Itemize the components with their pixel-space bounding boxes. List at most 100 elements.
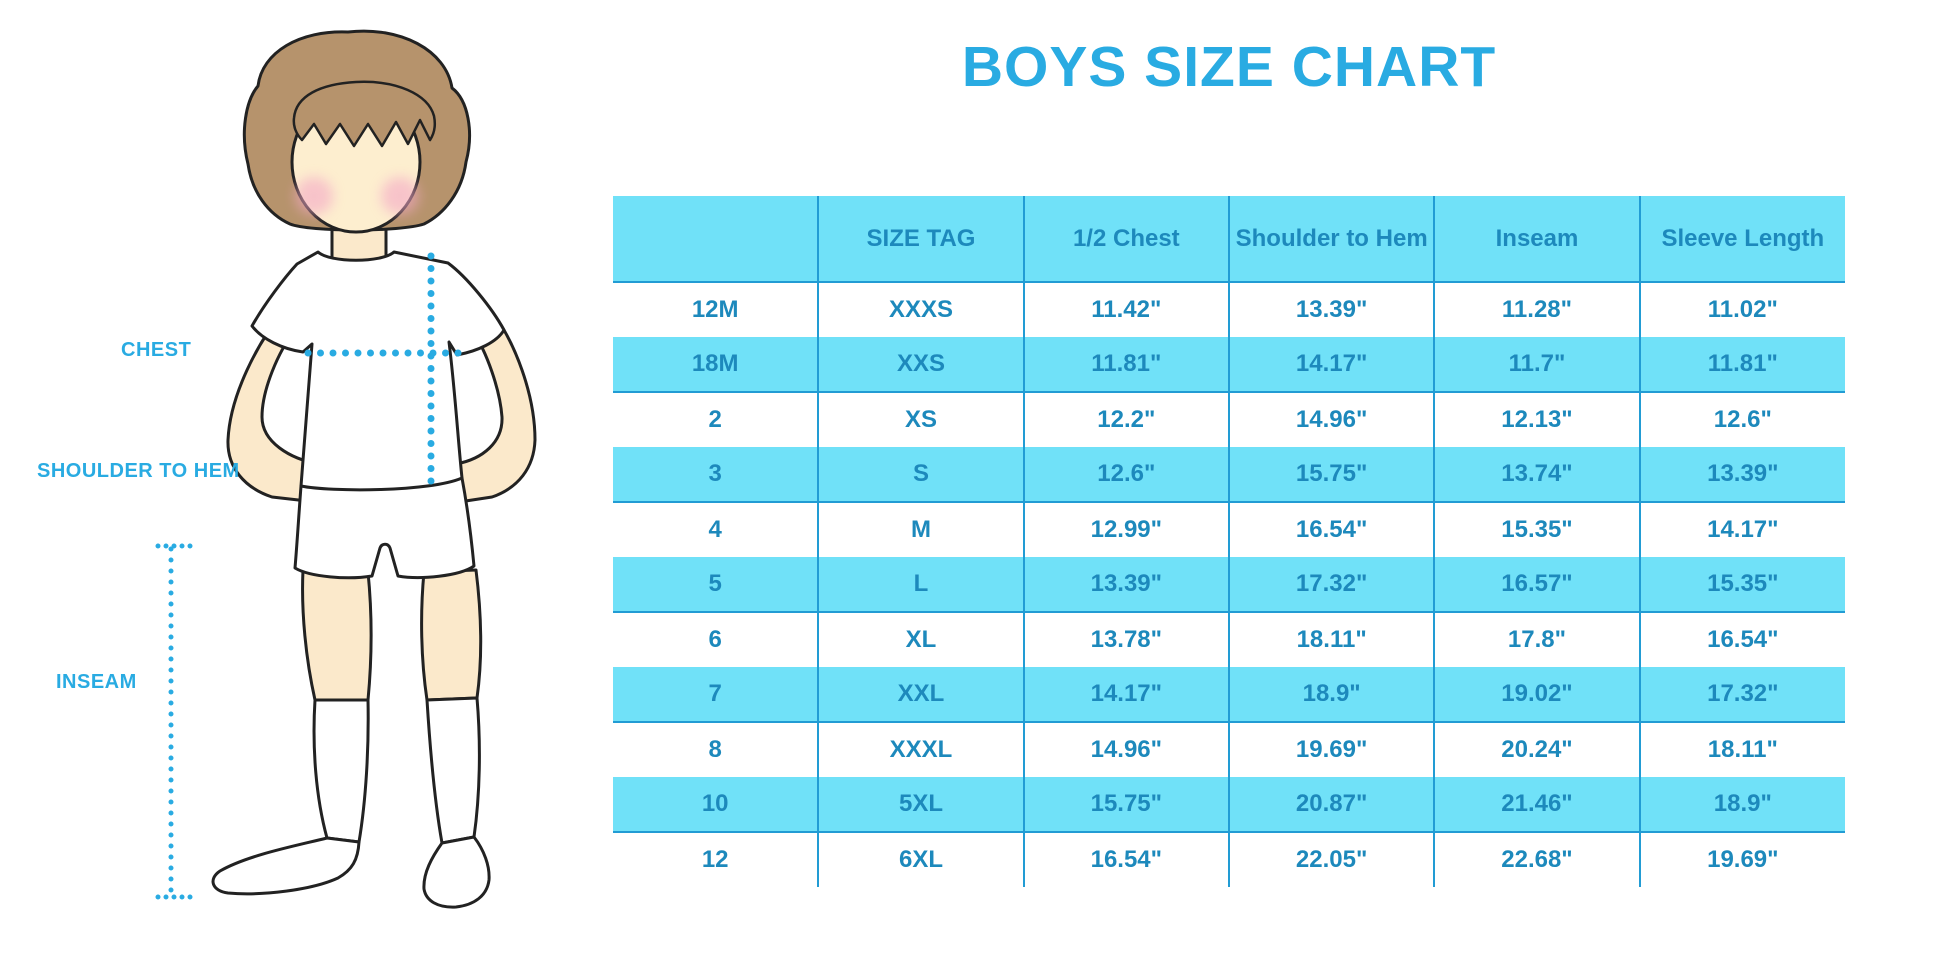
legs: [301, 568, 483, 702]
table-row-7: 7 XXL 14.17" 18.9" 19.02" 17.32": [613, 667, 1845, 723]
size-cell: 18M: [613, 337, 819, 393]
value-cell: 19.02": [1433, 667, 1640, 723]
table-row-4: 4 M 12.99" 16.54" 15.35" 14.17": [613, 502, 1845, 557]
value-cell: 12.6": [1022, 447, 1229, 503]
value-cell: 17.32": [1638, 667, 1845, 723]
value-cell: 14.96": [1227, 392, 1435, 447]
value-cell: 18.9": [1227, 667, 1435, 723]
size-cell: 3: [613, 447, 819, 503]
value-cell: 18.11": [1227, 612, 1435, 667]
value-cell: 13.74": [1433, 447, 1640, 503]
size-cell: 12M: [691, 296, 739, 323]
left-arm: [226, 310, 321, 504]
size-cell: 2: [708, 406, 722, 433]
value-cell: 15.35": [1433, 502, 1640, 557]
value-cell: 14.17": [1022, 667, 1229, 723]
arms: [226, 310, 537, 504]
size-cell: 6: [708, 626, 722, 653]
value-cell: 15.75": [1022, 777, 1229, 833]
measurement-lines: [155, 252, 465, 900]
value-cell: 14.17": [1227, 337, 1435, 393]
size-cell: 7: [613, 667, 819, 723]
value-cell: 6XL: [817, 832, 1024, 887]
size-cell: 5: [613, 557, 819, 613]
value-cell: XXXS: [817, 282, 1024, 337]
right-foot: [422, 835, 491, 909]
value-cell: 13.39": [1638, 447, 1845, 503]
size-table: SIZE TAG 1/2 Chest Shoulder to Hem Inseam Sl…: [613, 196, 1845, 887]
value-cell: 11.81": [1022, 337, 1229, 393]
table-row-12m: 12M XXXS 11.42" 13.39" 11.28" 11.02": [613, 282, 1845, 337]
size-cell: 12: [701, 846, 729, 873]
table-row-8: 8 XXXL 14.96" 19.69" 20.24" 18.11": [613, 722, 1845, 777]
head: [242, 29, 472, 234]
value-cell: 17.8": [1433, 612, 1640, 667]
value-cell: M: [817, 502, 1024, 557]
size-cell: 10: [613, 777, 819, 833]
shoulder-to-hem-label: SHOULDER TO HEM: [37, 460, 240, 482]
value-cell: 17.32": [1227, 557, 1435, 613]
column-header-shoulder-to-hem: Shoulder to Hem: [1227, 196, 1435, 283]
hair-fringe: [292, 80, 437, 148]
shorts: [293, 476, 476, 580]
value-cell: XS: [817, 392, 1024, 447]
value-cell: 20.24": [1433, 722, 1640, 777]
size-table-body: 12M XXXS 11.42" 13.39" 11.28" 11.02" 18M XXS 11.…: [613, 282, 1845, 887]
value-cell: 21.46": [1433, 777, 1640, 833]
column-header-1-2-chest: 1/2 Chest: [1022, 196, 1229, 283]
value-cell: 19.69": [1638, 832, 1845, 887]
right-arm: [454, 310, 537, 504]
table-row-2: 2 XS 12.2" 14.96" 12.13" 12.6": [613, 392, 1845, 447]
value-cell: 13.39": [1022, 557, 1229, 613]
size-cell: 4: [708, 516, 722, 543]
value-cell: 15.75": [1227, 447, 1435, 503]
table-row-3: 3 S 12.6" 15.75" 13.74" 13.39": [613, 447, 1845, 503]
right-sock: [425, 696, 481, 845]
value-cell: 16.54": [1638, 612, 1845, 667]
table-row-12: 12 6XL 16.54" 22.05" 22.68" 19.69": [613, 832, 1845, 887]
column-header-inseam: Inseam: [1433, 196, 1640, 283]
value-cell: 13.39": [1227, 282, 1435, 337]
t-shirt: [250, 250, 506, 492]
value-cell: 12.13": [1433, 392, 1640, 447]
value-cell: 13.78": [1022, 612, 1229, 667]
right-thigh: [420, 568, 483, 702]
inseam-label: INSEAM: [56, 671, 137, 693]
value-cell: XXXL: [817, 722, 1024, 777]
value-cell: 14.96": [1022, 722, 1229, 777]
column-header-sleeve-length: Sleeve Length: [1638, 196, 1845, 283]
value-cell: 16.54": [1022, 832, 1229, 887]
left-sock: [312, 698, 370, 844]
value-cell: S: [817, 447, 1024, 503]
value-cell: 5XL: [817, 777, 1024, 833]
value-cell: 12.6": [1638, 392, 1845, 447]
value-cell: 11.7": [1433, 337, 1640, 393]
value-cell: 19.69": [1227, 722, 1435, 777]
value-cell: XXL: [817, 667, 1024, 723]
chest-label: CHEST: [121, 339, 192, 361]
value-cell: 14.17": [1638, 502, 1845, 557]
value-cell: 18.11": [1638, 722, 1845, 777]
value-cell: XL: [817, 612, 1024, 667]
page-title: BOYS SIZE CHART: [961, 35, 1497, 99]
size-table-head: SIZE TAG 1/2 Chest Shoulder to Hem Inseam Sl…: [613, 196, 1845, 283]
value-cell: 15.35": [1638, 557, 1845, 613]
value-cell: XXS: [817, 337, 1024, 393]
value-cell: 12.99": [1022, 502, 1229, 557]
table-row-10: 10 5XL 15.75" 20.87" 21.46" 18.9": [613, 777, 1845, 833]
header-row: SIZE TAG 1/2 Chest Shoulder to Hem Inseam Sl…: [613, 196, 1845, 283]
value-cell: 22.68": [1433, 832, 1640, 887]
value-cell: 12.2": [1022, 392, 1229, 447]
value-cell: 16.57": [1433, 557, 1640, 613]
value-cell: 20.87": [1227, 777, 1435, 833]
left-foot: [211, 836, 361, 896]
column-header-size-tag: SIZE TAG: [817, 196, 1024, 283]
value-cell: 11.02": [1638, 282, 1845, 337]
value-cell: 11.81": [1638, 337, 1845, 393]
right-cheek: [381, 177, 419, 215]
value-cell: 16.54": [1227, 502, 1435, 557]
value-cell: 11.28": [1433, 282, 1640, 337]
table-row-18m: 18M XXS 11.81" 14.17" 11.7" 11.81": [613, 337, 1845, 393]
table-row-6: 6 XL 13.78" 18.11" 17.8" 16.54": [613, 612, 1845, 667]
